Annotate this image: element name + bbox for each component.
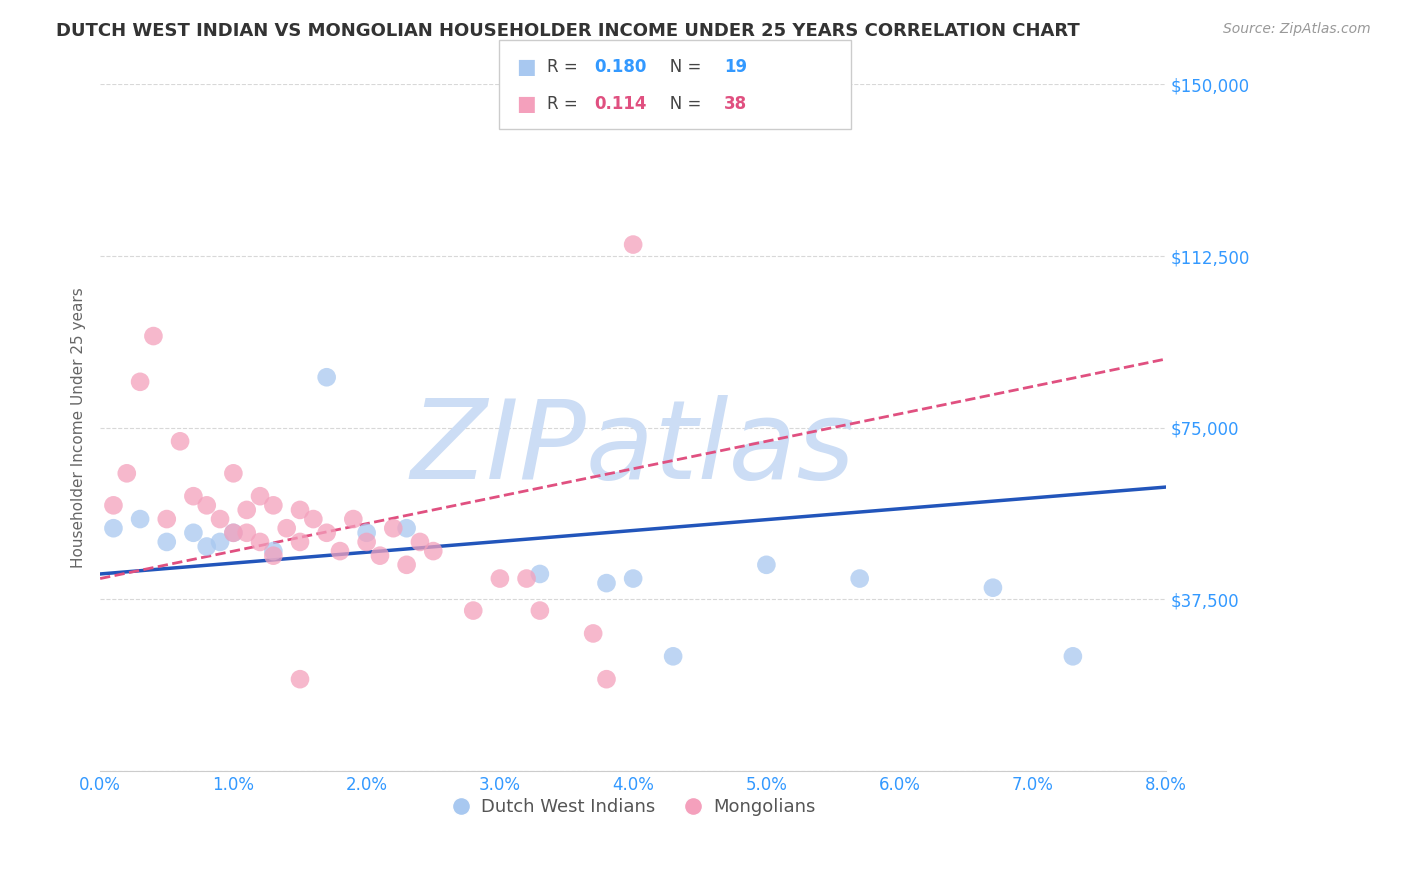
Point [302, 512, 325, 526]
Point [183, 525, 205, 540]
Point [142, 329, 165, 343]
Point [529, 603, 551, 617]
Point [288, 535, 311, 549]
Point [222, 525, 245, 540]
Point [595, 576, 617, 591]
Point [356, 535, 378, 549]
Point [222, 525, 245, 540]
Point [395, 558, 418, 572]
Point [395, 521, 418, 535]
Point [209, 535, 232, 549]
Text: N =: N = [654, 58, 706, 76]
Point [489, 572, 512, 586]
Point [981, 581, 1004, 595]
Point [662, 649, 685, 664]
Point [195, 540, 218, 554]
Point [288, 672, 311, 686]
Text: 0.180: 0.180 [595, 58, 647, 76]
Point [755, 558, 778, 572]
Point [103, 499, 125, 513]
Point [529, 566, 551, 581]
Point [342, 512, 364, 526]
Point [222, 467, 245, 481]
Point [315, 525, 337, 540]
Point [621, 237, 644, 252]
Text: ■: ■ [516, 57, 536, 77]
Point [262, 544, 284, 558]
Legend: Dutch West Indians, Mongolians: Dutch West Indians, Mongolians [443, 791, 823, 823]
Point [368, 549, 391, 563]
Point [169, 434, 191, 449]
Point [183, 489, 205, 503]
Point [103, 521, 125, 535]
Point [262, 499, 284, 513]
Point [115, 467, 138, 481]
Point [422, 544, 444, 558]
Point [382, 521, 405, 535]
Point [276, 521, 298, 535]
Point [249, 535, 271, 549]
Text: DUTCH WEST INDIAN VS MONGOLIAN HOUSEHOLDER INCOME UNDER 25 YEARS CORRELATION CHA: DUTCH WEST INDIAN VS MONGOLIAN HOUSEHOLD… [56, 22, 1080, 40]
Point [235, 503, 257, 517]
Point [463, 603, 485, 617]
Point [621, 572, 644, 586]
Text: R =: R = [547, 95, 583, 113]
Text: N =: N = [654, 95, 706, 113]
Point [262, 549, 284, 563]
Text: 0.114: 0.114 [595, 95, 647, 113]
Text: R =: R = [547, 58, 583, 76]
Point [156, 512, 179, 526]
Point [356, 525, 378, 540]
Point [235, 525, 257, 540]
Point [129, 512, 152, 526]
Point [329, 544, 352, 558]
Point [582, 626, 605, 640]
Point [195, 499, 218, 513]
Y-axis label: Householder Income Under 25 years: Householder Income Under 25 years [72, 287, 86, 568]
Point [515, 572, 537, 586]
Point [209, 512, 232, 526]
Point [249, 489, 271, 503]
Point [156, 535, 179, 549]
Point [129, 375, 152, 389]
Point [315, 370, 337, 384]
Text: 38: 38 [724, 95, 747, 113]
Text: Source: ZipAtlas.com: Source: ZipAtlas.com [1223, 22, 1371, 37]
Text: 19: 19 [724, 58, 747, 76]
Point [595, 672, 617, 686]
Point [288, 503, 311, 517]
Point [1062, 649, 1084, 664]
Text: ZIPatlas: ZIPatlas [411, 394, 855, 501]
Point [848, 572, 870, 586]
Text: ■: ■ [516, 95, 536, 114]
Point [409, 535, 432, 549]
